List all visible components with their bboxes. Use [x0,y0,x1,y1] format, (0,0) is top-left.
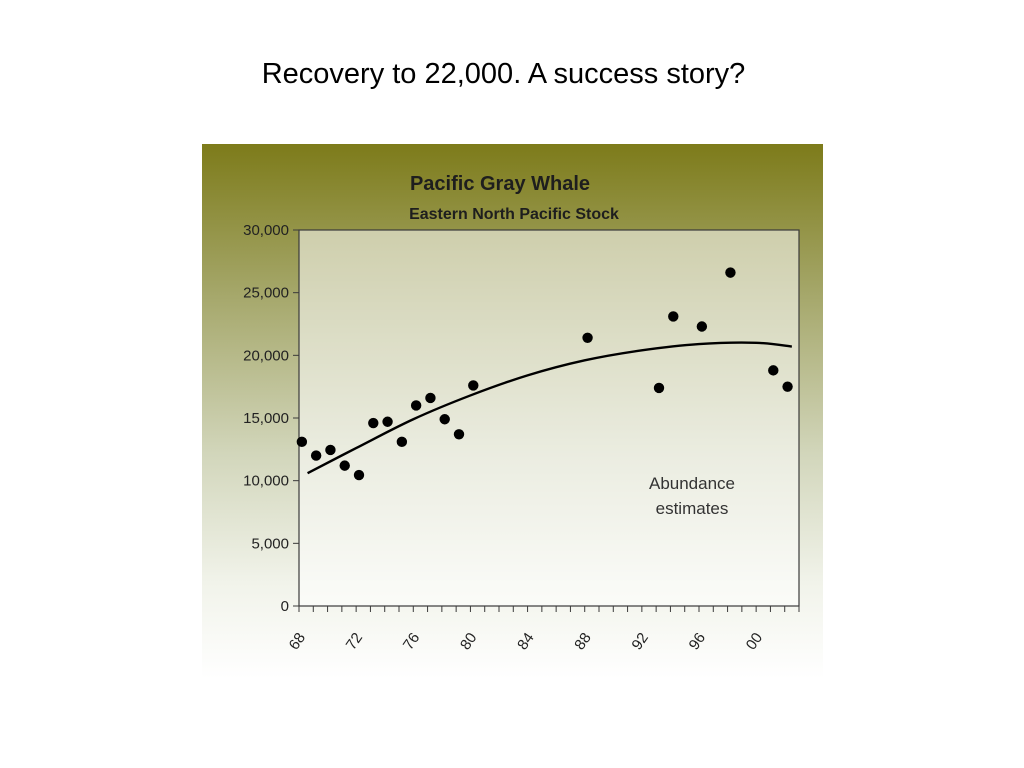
x-axis: 68 72 76 80 84 88 92 96 00 [286,606,800,653]
data-point [668,311,679,322]
chart-svg: Pacific Gray Whale Eastern North Pacific… [243,173,800,653]
x-tick-label: 96 [686,630,709,653]
y-tick-label: 25,000 [243,285,289,302]
data-point [468,380,479,391]
y-tick-label: 20,000 [243,347,289,364]
data-point [382,416,393,427]
data-point [310,450,322,461]
chart-panel: Pacific Gray Whale Eastern North Pacific… [202,144,823,679]
y-tick-label: 0 [281,598,289,615]
data-point [782,381,793,392]
x-tick-label: 92 [628,630,651,653]
data-point [582,332,593,343]
data-points [296,267,793,481]
x-tick-label: 68 [286,630,309,653]
annotation-line-1: Abundance [649,474,735,493]
x-tick-label: 76 [400,630,423,653]
data-point [439,414,450,425]
y-tick-label: 10,000 [243,473,289,490]
data-point [325,444,336,456]
data-point [296,436,308,448]
data-point [396,436,408,448]
chart-title: Pacific Gray Whale [410,173,590,195]
trend-curve [307,341,792,475]
data-point [696,321,708,332]
data-point [425,392,436,404]
data-point [725,267,736,278]
x-tick-label: 00 [743,630,766,653]
data-point [368,417,379,429]
y-axis: 0 5,000 10,000 15,000 20,000 25,000 30,000 [243,222,299,615]
data-point [453,429,465,440]
y-tick-label: 15,000 [243,410,289,427]
x-tick-label: 80 [457,630,480,653]
data-point [353,469,365,481]
y-tick-label: 5,000 [251,535,289,552]
data-point [653,382,665,394]
data-point [339,460,350,471]
slide-title: Recovery to 22,000. A success story? [261,58,746,90]
plot-area [298,229,800,607]
y-tick-label: 30,000 [243,222,289,239]
annotation-line-2: estimates [656,499,729,518]
x-tick-label: 84 [514,630,537,653]
x-tick-label: 72 [343,630,366,653]
chart-subtitle: Eastern North Pacific Stock [409,206,619,223]
data-point [768,365,779,376]
x-tick-label: 88 [571,630,594,653]
data-point [410,400,422,411]
